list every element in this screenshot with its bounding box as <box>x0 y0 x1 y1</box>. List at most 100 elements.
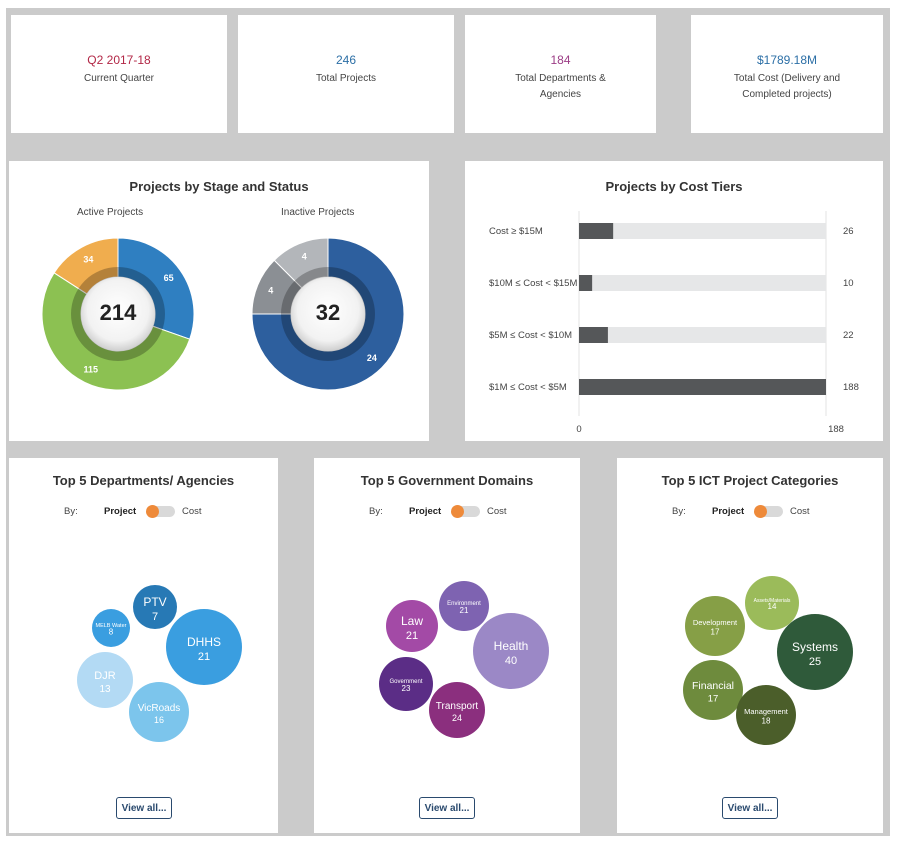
inactive-hub <box>291 277 365 351</box>
departments-view-all-button[interactable]: View all... <box>116 797 172 819</box>
bar-1[interactable] <box>579 275 593 291</box>
bar-2[interactable] <box>579 327 608 343</box>
bubble-value: 8 <box>109 628 114 637</box>
project-cost-toggle[interactable] <box>146 505 175 518</box>
project-option[interactable]: Project <box>409 506 442 517</box>
bubble[interactable]: PTV 7 <box>133 585 177 629</box>
toggle-knob <box>754 505 767 518</box>
value-label: 10 <box>843 278 854 289</box>
active-segment-label-1: 115 <box>83 365 98 375</box>
project-option[interactable]: Project <box>712 506 745 517</box>
bubble[interactable]: Law 21 <box>386 600 438 652</box>
kpi-label: Completed projects) <box>742 89 832 100</box>
kpi-value: 184 <box>550 53 571 67</box>
tick-label: 0 <box>576 424 581 435</box>
ict-bubbles: Assets/Materials14Development17Systems25… <box>683 576 853 745</box>
bubble-value: 21 <box>406 630 418 642</box>
bubble-circle <box>429 682 485 738</box>
bubble[interactable]: Systems 25 <box>777 614 853 690</box>
category-label: $1M ≤ Cost < $5M <box>489 382 567 393</box>
kpi-value: $1789.18M <box>756 53 818 67</box>
bubble-value: 21 <box>198 651 210 663</box>
bubble-circle <box>777 614 853 690</box>
kpi-total-departments: 184 Total Departments & Agencies <box>465 15 656 133</box>
bar-3[interactable] <box>579 379 826 395</box>
bubble[interactable]: DHHS 21 <box>166 609 242 685</box>
cost-option[interactable]: Cost <box>487 506 507 517</box>
bubble[interactable]: Financial 17 <box>683 660 743 720</box>
project-cost-toggle[interactable] <box>451 505 480 518</box>
bubble-circle <box>683 660 743 720</box>
by-label: By: <box>369 506 383 517</box>
bar-track <box>579 327 826 343</box>
bubble-name: VicRoads <box>138 703 181 714</box>
bubble[interactable]: Health 40 <box>473 613 549 689</box>
cost-tiers-title: Projects by Cost Tiers <box>605 179 743 194</box>
inactive-segment-label-1: 4 <box>268 285 273 295</box>
bubble-name: PTV <box>143 595 166 609</box>
bubble-circle <box>745 576 799 630</box>
bubble-value: 21 <box>460 606 469 615</box>
stage-status-panel: Projects by Stage and Status Active Proj… <box>9 161 429 441</box>
bubble-name: Transport <box>436 701 479 712</box>
kpi-total-cost: $1789.18M Total Cost (Delivery and Compl… <box>691 15 883 133</box>
tick-label: 188 <box>828 424 844 435</box>
bubble-circle <box>133 585 177 629</box>
inactive-segment-label-0: 24 <box>367 353 377 363</box>
bubble-circle <box>439 581 489 631</box>
ict-panel: Top 5 ICT Project Categories By: Project… <box>617 458 883 833</box>
kpi-label: Agencies <box>539 89 582 100</box>
bubble-circle <box>473 613 549 689</box>
toggle-knob <box>146 505 159 518</box>
value-label: 26 <box>843 226 854 237</box>
project-cost-toggle[interactable] <box>754 505 783 518</box>
ict-view-all-button[interactable]: View all... <box>722 797 778 819</box>
value-label: 22 <box>843 330 854 341</box>
bubble-name: Systems <box>792 640 838 654</box>
bubble-name: Development <box>693 618 738 627</box>
bubble-value: 17 <box>708 694 719 705</box>
by-label: By: <box>672 506 686 517</box>
active-segment-label-2: 34 <box>83 255 93 265</box>
cost-option[interactable]: Cost <box>182 506 202 517</box>
bubble[interactable]: DJR 13 <box>77 652 133 708</box>
project-option[interactable]: Project <box>104 506 137 517</box>
departments-title: Top 5 Departments/ Agencies <box>52 473 235 488</box>
ict-title: Top 5 ICT Project Categories <box>661 473 839 488</box>
bar-track <box>579 223 826 239</box>
category-label: Cost ≥ $15M <box>489 226 543 237</box>
active-projects-label: Active Projects <box>77 207 144 218</box>
by-label: By: <box>64 506 78 517</box>
bubble-circle <box>736 685 796 745</box>
kpi-value: 246 <box>335 53 357 67</box>
bubble-name: Assets/Materials <box>754 598 791 604</box>
bubble-name: DJR <box>94 670 115 682</box>
category-label: $5M ≤ Cost < $10M <box>489 330 572 341</box>
stage-status-title: Projects by Stage and Status <box>129 179 309 194</box>
bubble-name: MELB Water <box>96 623 127 629</box>
bubble-circle <box>129 682 189 742</box>
bubble-value: 13 <box>99 684 111 695</box>
bubble-circle <box>379 657 433 711</box>
kpi-label: Total Cost (Delivery and <box>733 73 841 84</box>
cost-option[interactable]: Cost <box>790 506 810 517</box>
domains-view-all-button[interactable]: View all... <box>419 797 475 819</box>
kpi-value: Q2 2017-18 <box>87 53 151 67</box>
departments-panel: Top 5 Departments/ Agencies By: Project … <box>9 458 278 833</box>
value-label: 188 <box>843 382 859 393</box>
bubble-circle <box>386 600 438 652</box>
bar-0[interactable] <box>579 223 614 239</box>
active-total: 214 <box>100 300 137 325</box>
bubble-value: 7 <box>152 611 158 623</box>
bubble-name: DHHS <box>187 635 221 649</box>
bubble-value: 25 <box>809 656 821 668</box>
